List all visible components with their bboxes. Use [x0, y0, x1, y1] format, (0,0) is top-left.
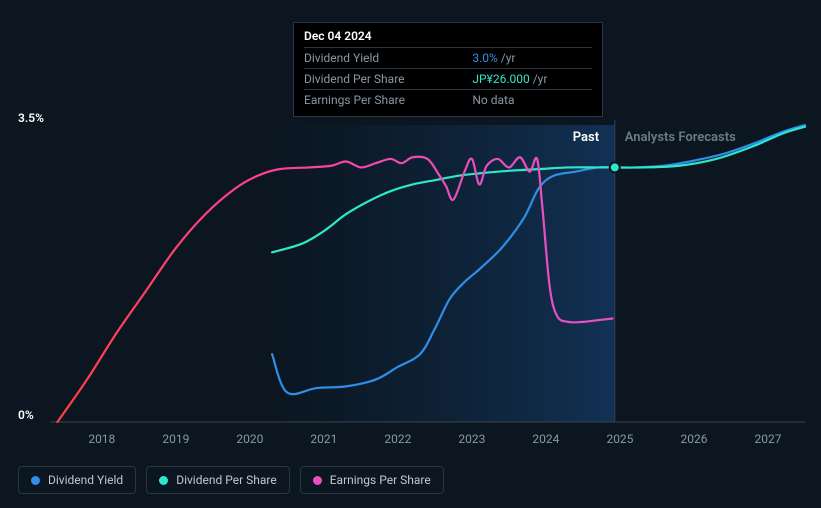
legend-item-label: Earnings Per Share [330, 473, 431, 487]
x-axis-label: 2018 [88, 432, 115, 446]
x-axis-label: 2024 [532, 432, 559, 446]
tooltip-row-value: JP¥26.000 /yr [452, 69, 592, 90]
x-axis-label: 2021 [310, 432, 337, 446]
y-axis-label: 0% [18, 408, 34, 422]
legend-dot-icon [159, 476, 168, 485]
legend-item[interactable]: Dividend Per Share [146, 466, 290, 494]
x-axis-label: 2020 [236, 432, 263, 446]
tooltip-row-label: Dividend Per Share [304, 69, 452, 90]
x-axis-label: 2022 [384, 432, 411, 446]
chart-legend: Dividend Yield Dividend Per Share Earnings… [18, 466, 444, 494]
legend-item-label: Dividend Yield [48, 473, 123, 487]
tooltip-row: Earnings Per ShareNo data [304, 90, 592, 111]
x-axis-label: 2026 [680, 432, 707, 446]
x-axis-label: 2027 [754, 432, 781, 446]
x-axis-label: 2025 [606, 432, 633, 446]
legend-dot-icon [313, 476, 322, 485]
y-axis-label: 3.5% [18, 111, 44, 125]
legend-item[interactable]: Earnings Per Share [300, 466, 444, 494]
chart-tooltip: Dec 04 2024 Dividend Yield3.0% /yrDivide… [293, 22, 603, 117]
dividend-chart: Dec 04 2024 Dividend Yield3.0% /yrDivide… [0, 0, 821, 508]
x-axis-label: 2019 [162, 432, 189, 446]
tooltip-row-label: Earnings Per Share [304, 90, 452, 111]
x-axis-label: 2023 [458, 432, 485, 446]
forecast-label: Analysts Forecasts [625, 130, 736, 145]
legend-item-label: Dividend Per Share [176, 473, 277, 487]
past-label: Past [573, 130, 599, 145]
tooltip-row-value: No data [452, 90, 592, 111]
tooltip-row-value: 3.0% /yr [452, 48, 592, 69]
tooltip-row-label: Dividend Yield [304, 48, 452, 69]
tooltip-row: Dividend Per ShareJP¥26.000 /yr [304, 69, 592, 90]
tooltip-table: Dividend Yield3.0% /yrDividend Per Share… [304, 47, 592, 110]
legend-item[interactable]: Dividend Yield [18, 466, 136, 494]
legend-dot-icon [31, 476, 40, 485]
tooltip-date: Dec 04 2024 [304, 29, 592, 47]
tooltip-row: Dividend Yield3.0% /yr [304, 48, 592, 69]
